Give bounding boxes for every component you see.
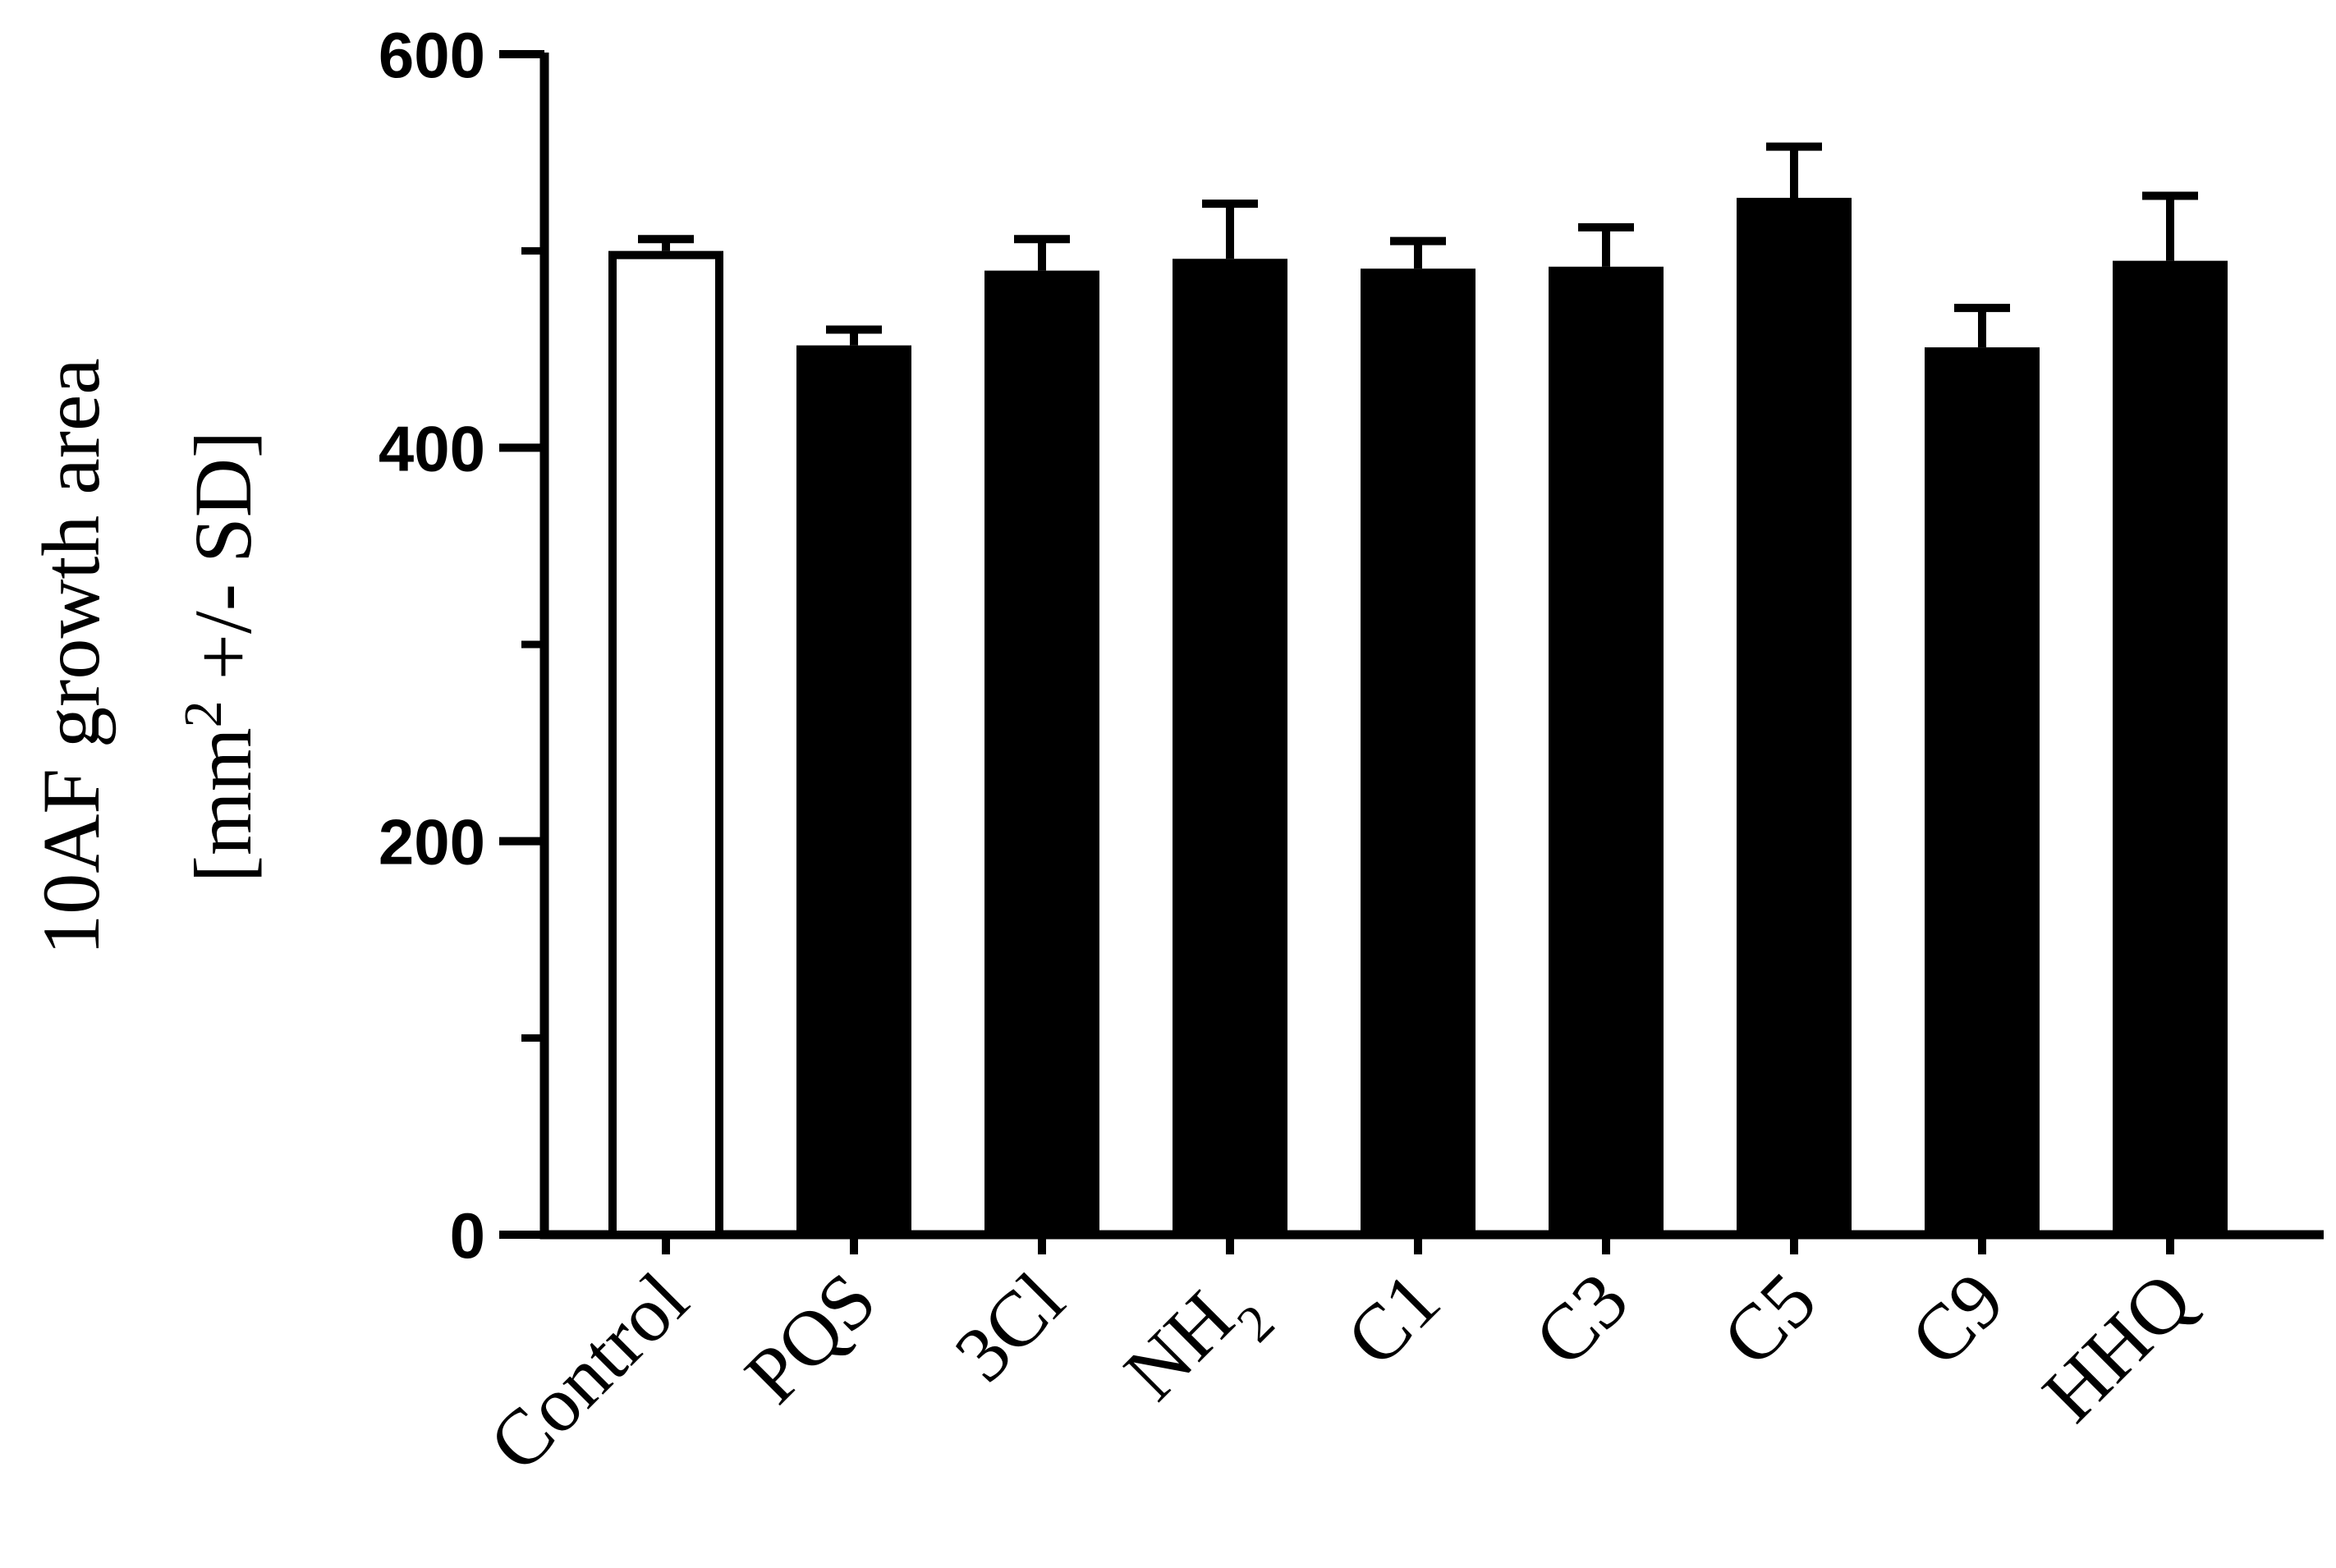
x-tick-label-4: NH2 <box>1108 1255 1285 1433</box>
y-axis-title-line1: 10AF growth area <box>25 358 117 956</box>
bar-2 <box>796 345 911 1239</box>
x-tick-label-text-8: C9 <box>1893 1255 2021 1382</box>
bar-1 <box>608 250 723 1240</box>
x-tick-label-7: C5 <box>1705 1255 1833 1382</box>
x-tick-label-9: HHQ <box>2026 1255 2209 1438</box>
bars <box>608 142 2228 1240</box>
x-tick-label-text-6: C3 <box>1517 1255 1645 1382</box>
y-axis-title: 10AF growth area [mm2 +/- SD] <box>25 358 268 956</box>
y-axis-title-line2: [mm2 +/- SD] <box>173 431 269 883</box>
x-tick-label-text-9: HHQ <box>2026 1255 2209 1438</box>
y-tick-label-400: 400 <box>379 412 485 484</box>
y-axis-title-units: [mm <box>177 727 268 883</box>
bar-7 <box>1737 197 1852 1239</box>
bar-8 <box>1925 347 2040 1239</box>
bar-3 <box>984 270 1099 1240</box>
x-tick-label-text-2: PQS <box>728 1255 893 1419</box>
x-tick-label-1: Control <box>472 1255 704 1488</box>
x-tick-label-text-1: Control <box>472 1255 704 1488</box>
bar-5 <box>1361 268 1475 1239</box>
x-tick-label-5: C1 <box>1329 1255 1457 1382</box>
x-tick-label-8: C9 <box>1893 1255 2021 1382</box>
y-axis-title-superscript: 2 <box>173 700 233 727</box>
y-tick-label-0: 0 <box>450 1199 485 1272</box>
y-tick-label-600: 600 <box>379 19 485 91</box>
bar-4 <box>1173 259 1287 1240</box>
y-tick-label-200: 200 <box>379 806 485 878</box>
x-tick-label-text-5: C1 <box>1329 1255 1457 1382</box>
y-axis-title-sd: +/- SD] <box>177 431 268 701</box>
x-tick-label-text-7: C5 <box>1705 1255 1833 1382</box>
x-tick-label-text-3: 3Cl <box>938 1255 1081 1398</box>
x-tick-label-2: PQS <box>728 1255 893 1419</box>
x-tick-label-text-4: NH <box>1108 1274 1251 1417</box>
bar-9 <box>2113 260 2228 1239</box>
bar-6 <box>1549 266 1664 1240</box>
x-tick-label-3: 3Cl <box>938 1255 1081 1398</box>
x-tick-label-6: C3 <box>1517 1255 1645 1382</box>
